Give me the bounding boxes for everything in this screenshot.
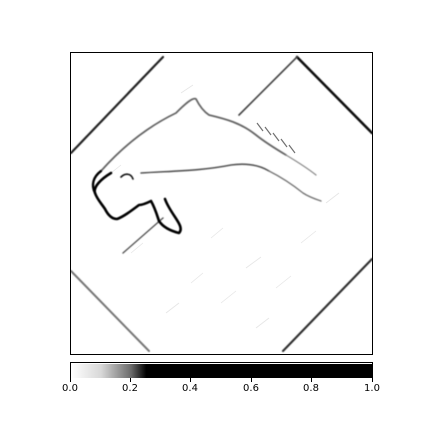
colorbar-tick-5: [372, 378, 373, 382]
colorbar-tick-3: [251, 378, 252, 382]
colorbar-tick-4: [311, 378, 312, 382]
colorbar-label-0: 0.0: [62, 383, 78, 394]
image-panel: [69, 52, 374, 355]
colorbar-gradient: [71, 364, 372, 378]
hatch-marks: [256, 122, 296, 154]
colorbar-tick-1: [130, 378, 131, 382]
colorbar: [70, 362, 373, 378]
colorbar-label-3: 0.6: [243, 383, 259, 394]
colorbar-label-5: 1.0: [364, 383, 380, 394]
colorbar-tick-0: [70, 378, 71, 382]
colorbar-tick-2: [190, 378, 191, 382]
colorbar-label-1: 0.2: [122, 383, 138, 394]
diamond-edge: [69, 55, 374, 353]
dolphin-edge: [91, 97, 322, 235]
noise-speckles: [110, 84, 340, 329]
edge-map-image: [69, 55, 374, 353]
colorbar-label-4: 0.8: [303, 383, 319, 394]
colorbar-label-2: 0.4: [182, 383, 198, 394]
